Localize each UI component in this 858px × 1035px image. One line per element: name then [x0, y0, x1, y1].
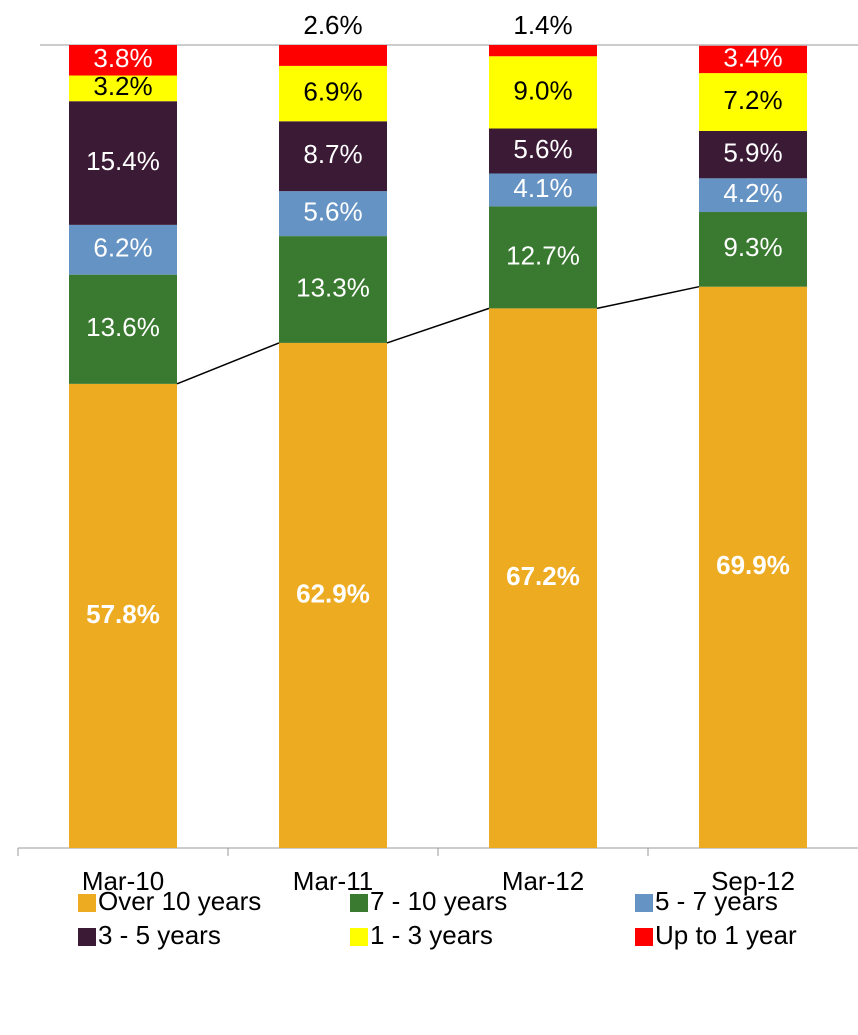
data-label: 67.2% — [506, 561, 580, 591]
series-line — [176, 342, 280, 385]
bar-segment — [489, 128, 597, 174]
bar-segment — [279, 45, 387, 66]
bar-segment — [279, 342, 387, 848]
data-label: 2.6% — [303, 10, 362, 40]
x-tick-label: Mar-12 — [502, 866, 584, 896]
data-label: 3.2% — [93, 71, 152, 101]
legend-label: 1 - 3 years — [370, 920, 493, 950]
legend-label: 3 - 5 years — [98, 920, 221, 950]
series-line — [596, 285, 700, 310]
bar-segment — [699, 130, 807, 179]
bar-segment — [69, 224, 177, 275]
data-label: 4.2% — [723, 178, 782, 208]
legend-swatch — [635, 928, 653, 946]
legend-label: Over 10 years — [98, 886, 261, 916]
data-label: 5.6% — [303, 197, 362, 227]
data-label: 7.2% — [723, 85, 782, 115]
data-label: 69.9% — [716, 550, 790, 580]
legend-swatch — [635, 894, 653, 912]
data-label: 5.9% — [723, 137, 782, 167]
legend-swatch — [78, 894, 96, 912]
bar-segment — [279, 65, 387, 122]
bar-segment — [69, 383, 177, 848]
data-label: 9.0% — [513, 75, 572, 105]
data-label: 5.6% — [513, 134, 572, 164]
data-label: 3.4% — [723, 42, 782, 72]
bar-segment — [489, 56, 597, 129]
data-label: 6.2% — [93, 233, 152, 263]
bar-segment — [279, 236, 387, 343]
legend-swatch — [350, 894, 368, 912]
data-label: 1.4% — [513, 10, 572, 40]
data-label: 12.7% — [506, 240, 580, 270]
bar-segment — [489, 206, 597, 309]
bar-segment — [489, 173, 597, 207]
data-label: 4.1% — [513, 173, 572, 203]
legend-label: 5 - 7 years — [655, 886, 778, 916]
bar-segment — [69, 274, 177, 384]
bar-segment — [69, 45, 177, 76]
bar-segment — [699, 212, 807, 287]
data-label: 62.9% — [296, 578, 370, 608]
data-label: 8.7% — [303, 139, 362, 169]
bar-segment — [69, 75, 177, 102]
bar-segment — [69, 101, 177, 225]
x-tick-label: Sep-12 — [711, 866, 795, 896]
series-line — [386, 307, 490, 344]
x-tick-label: Mar-11 — [293, 866, 373, 896]
bar-segment — [699, 73, 807, 131]
data-label: 15.4% — [86, 146, 160, 176]
bar-segment — [699, 45, 807, 74]
data-label: 6.9% — [303, 76, 362, 106]
legend-label: 7 - 10 years — [370, 886, 507, 916]
legend-label: Up to 1 year — [655, 920, 797, 950]
data-label: 13.6% — [86, 312, 160, 342]
bar-segment — [699, 286, 807, 848]
legend-swatch — [350, 928, 368, 946]
x-tick-label: Mar-10 — [82, 866, 164, 896]
bar-segment — [279, 121, 387, 192]
data-label: 3.8% — [93, 43, 152, 73]
data-label: 9.3% — [723, 232, 782, 262]
bar-segment — [699, 178, 807, 213]
data-label: 13.3% — [296, 272, 370, 302]
bar-segment — [279, 191, 387, 237]
data-label: 57.8% — [86, 599, 160, 629]
bar-segment — [489, 308, 597, 848]
legend-swatch — [78, 928, 96, 946]
bar-segment — [489, 45, 597, 57]
